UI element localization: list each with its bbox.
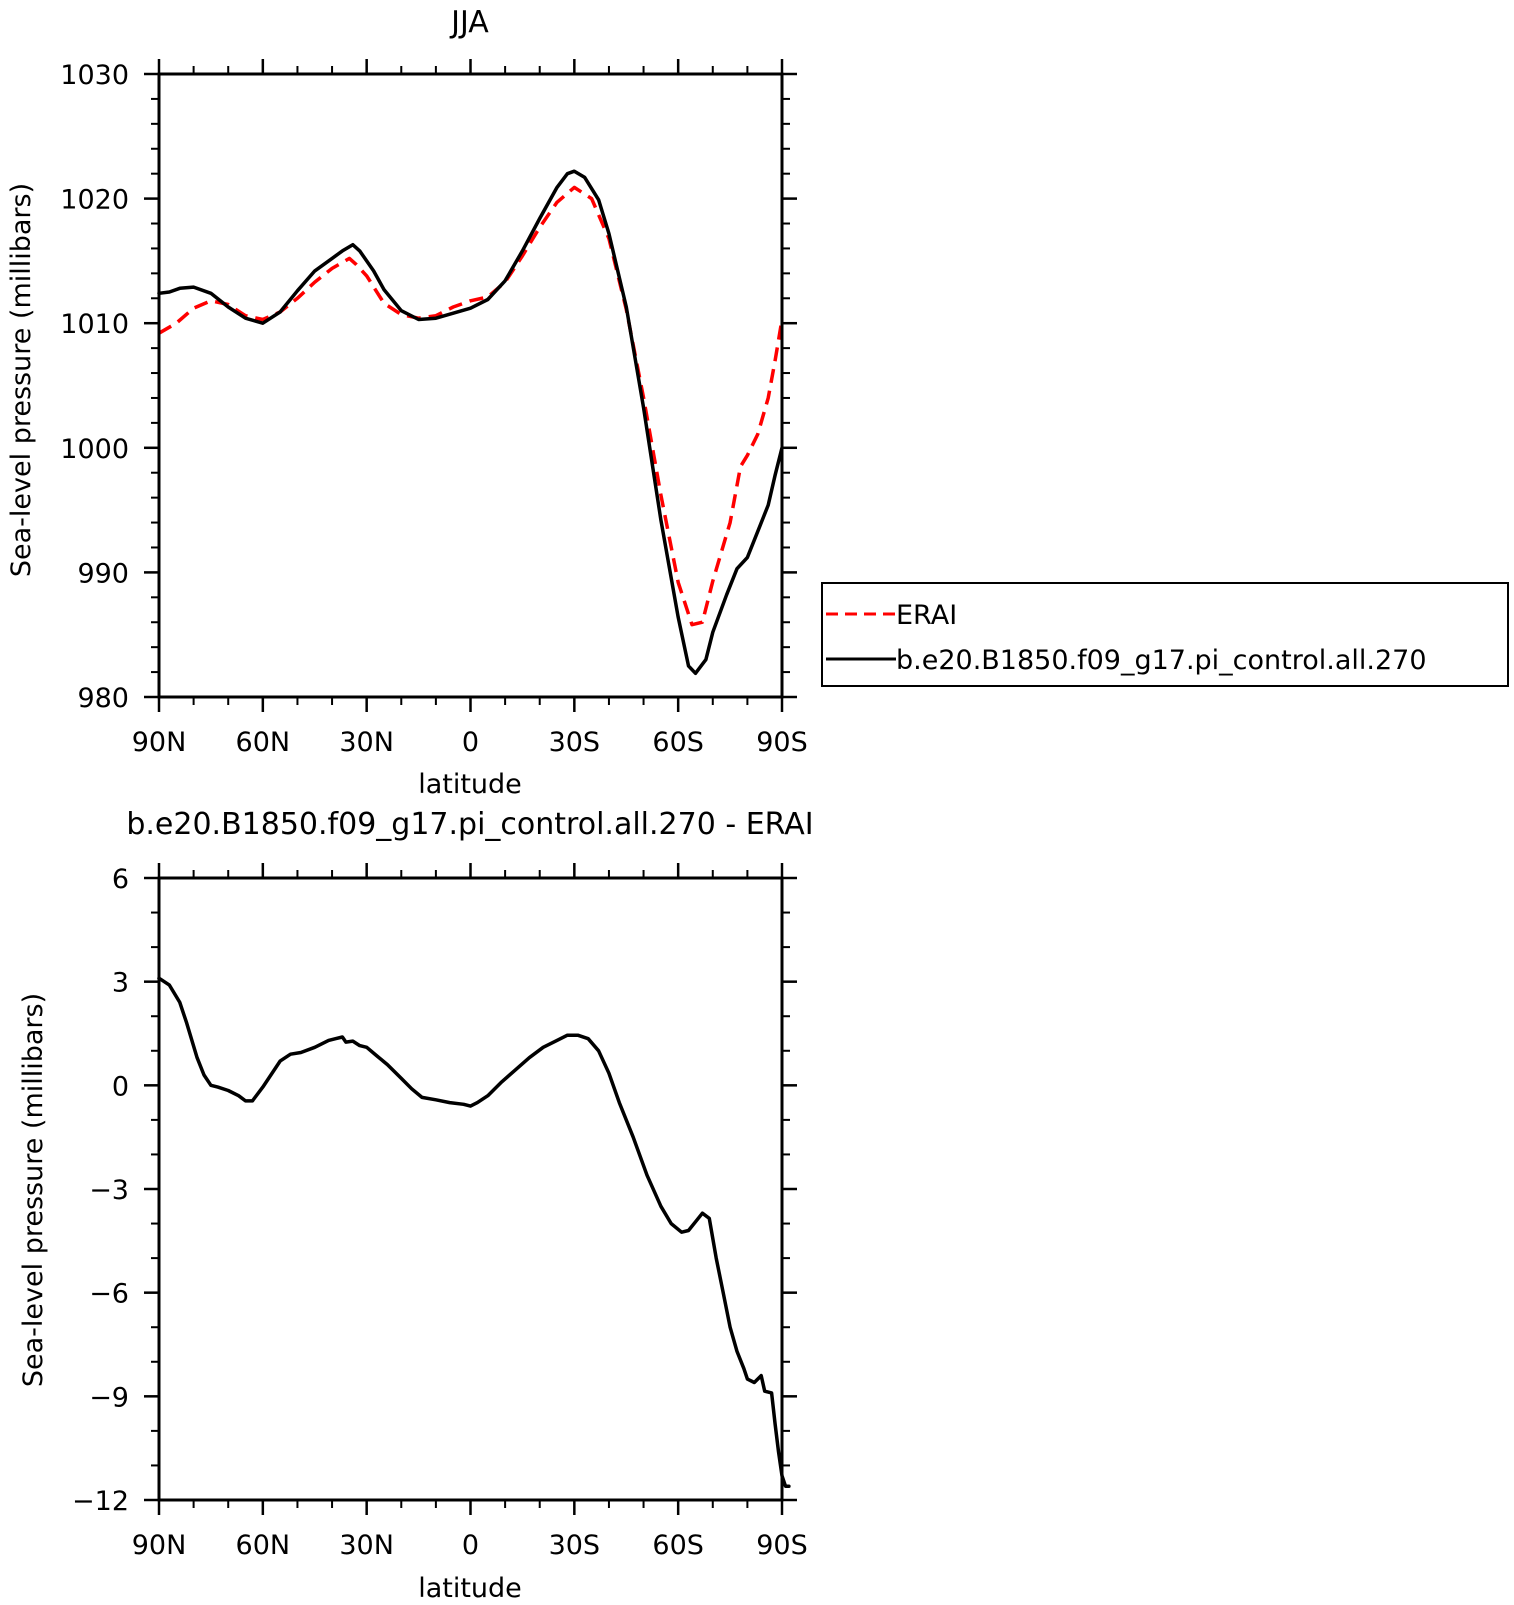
panel-top-ticks: 90N 60N 30N 0 30S 60S 90S 1030 1020 1010 1000 990 98… (60, 59, 808, 758)
series-line-erai (158, 185, 784, 627)
y-tick-label: 980 (77, 683, 129, 714)
panel-top-frame (157, 72, 784, 699)
x-tick-label: 60S (652, 727, 704, 758)
x-tick-label: 60N (236, 1530, 291, 1561)
y-tick-label: 1020 (60, 185, 129, 216)
x-tick-label: 90S (756, 727, 808, 758)
panel-top-y-label: Sea-level pressure (millibars) (6, 183, 37, 577)
y-tick-label: −6 (89, 1279, 129, 1310)
x-tick-label: 30S (549, 1530, 601, 1561)
x-tick-label: 90N (132, 1530, 187, 1561)
legend-label-model: b.e20.B1850.f09_g17.pi_control.all.270 (896, 645, 1427, 676)
series-line-model (157, 169, 784, 676)
x-tick-label: 90S (756, 1530, 808, 1561)
x-tick-label: 30N (339, 727, 394, 758)
y-tick-label: 990 (77, 558, 129, 589)
x-tick-label: 60S (652, 1530, 704, 1561)
x-tick-label: 90N (132, 727, 187, 758)
x-tick-label: 60N (236, 727, 291, 758)
panel-top-title: JJA (449, 5, 489, 40)
y-tick-label: −9 (89, 1382, 129, 1413)
x-tick-label: 30S (549, 727, 601, 758)
panel-bottom: b.e20.B1850.f09_g17.pi_control.all.270 -… (18, 807, 814, 1604)
y-tick-label: 1030 (60, 60, 129, 91)
legend: ERAI b.e20.B1850.f09_g17.pi_control.all.… (821, 582, 1509, 687)
panel-top-series (157, 169, 784, 676)
y-tick-label: 1010 (60, 309, 129, 340)
y-tick-label: 0 (112, 1071, 129, 1102)
x-tick-label: 0 (462, 1530, 479, 1561)
y-tick-label: 3 (112, 968, 129, 999)
x-tick-label: 30N (339, 1530, 394, 1561)
panel-bottom-frame (157, 876, 784, 1502)
panel-bottom-title: b.e20.B1850.f09_g17.pi_control.all.270 -… (126, 807, 813, 842)
y-tick-label: 6 (112, 864, 129, 895)
y-tick-label: −3 (89, 1175, 129, 1206)
series-line-difference (157, 976, 791, 1488)
panel-bottom-x-label: latitude (418, 1573, 522, 1604)
panel-bottom-series (157, 976, 791, 1488)
y-tick-label: −12 (72, 1486, 129, 1517)
panel-top: JJA latitude Sea-level pressure (milliba… (6, 5, 808, 800)
panel-bottom-ticks: 90N 60N 30N 0 30S 60S 90S 6 3 0 −3 −6 −9 −12 (72, 863, 808, 1561)
y-tick-label: 1000 (60, 434, 129, 465)
panel-top-x-label: latitude (418, 769, 522, 800)
legend-box (821, 582, 1509, 687)
panel-bottom-y-label: Sea-level pressure (millibars) (18, 993, 49, 1387)
x-tick-label: 0 (462, 727, 479, 758)
legend-label-erai: ERAI (896, 600, 957, 631)
